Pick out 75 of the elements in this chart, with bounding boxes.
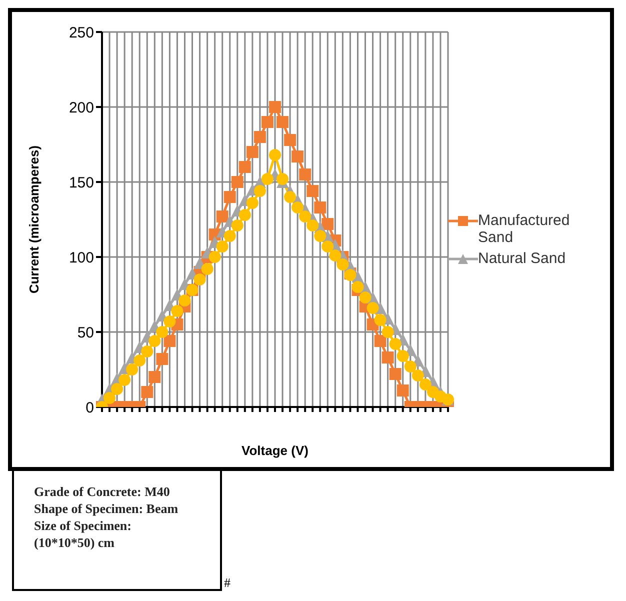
point (231, 220, 244, 232)
point (246, 146, 258, 158)
point (171, 305, 184, 317)
point (269, 101, 281, 113)
point (292, 202, 304, 214)
point (306, 185, 319, 197)
point (284, 191, 296, 203)
legend-label: Manufactured Sand (478, 212, 571, 246)
point (404, 360, 416, 372)
point (178, 294, 191, 306)
point (292, 150, 304, 162)
point (396, 384, 409, 396)
point (336, 258, 349, 270)
y-tick-label: 200 (68, 99, 94, 116)
y-tick-label: 0 (86, 399, 94, 416)
legend-label: Natural Sand (478, 250, 567, 267)
point (306, 220, 319, 232)
point (276, 116, 289, 128)
point (382, 352, 394, 364)
point (164, 335, 176, 347)
point (238, 161, 251, 173)
point (269, 149, 281, 161)
x-axis-title: Voltage (V) (242, 443, 308, 458)
point (299, 210, 312, 222)
point (276, 173, 289, 185)
point (164, 316, 176, 328)
point (224, 230, 236, 242)
point (322, 240, 334, 252)
point (208, 251, 221, 263)
point (359, 292, 372, 304)
y-tick-label: 250 (68, 24, 94, 42)
point (111, 383, 124, 395)
point (314, 230, 326, 242)
point (419, 378, 432, 390)
point (374, 314, 386, 326)
point (396, 350, 409, 362)
point (194, 274, 206, 286)
point (389, 368, 402, 380)
point (254, 131, 266, 143)
point (389, 338, 402, 350)
point (246, 197, 258, 209)
point (261, 116, 274, 128)
y-tick-label: 100 (68, 249, 94, 266)
point (118, 374, 131, 386)
point (322, 218, 334, 230)
text: Grade of Concrete: M40 Shape of Specimen: Beam Size of Specimen: (10*10*50) cm (12, 471, 222, 591)
point (141, 346, 154, 358)
point (156, 353, 168, 365)
point (104, 392, 116, 404)
point (254, 185, 266, 197)
point (216, 210, 228, 222)
point (201, 263, 214, 275)
text: # (224, 575, 230, 591)
point (314, 202, 326, 214)
point (329, 250, 342, 262)
point (382, 326, 394, 338)
y-tick-label: 150 (68, 174, 94, 192)
point (412, 370, 424, 382)
y-tick-label: 50 (77, 324, 94, 342)
point (216, 240, 228, 252)
point (374, 335, 386, 347)
point (224, 191, 236, 203)
point (231, 176, 244, 188)
point (366, 302, 379, 314)
point (299, 168, 312, 180)
point (156, 326, 168, 338)
point (284, 134, 296, 146)
y-axis-title: Current (microamperes) (26, 145, 42, 294)
point (134, 354, 146, 366)
point (141, 386, 154, 398)
point (148, 335, 161, 347)
point (352, 281, 364, 293)
point (238, 209, 251, 221)
point (148, 371, 161, 383)
point (126, 364, 138, 376)
